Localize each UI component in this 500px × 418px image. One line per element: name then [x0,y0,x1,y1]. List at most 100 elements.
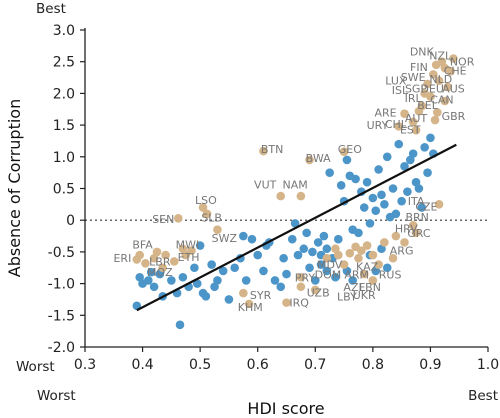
data-point-other [241,276,251,285]
data-point-other [322,244,332,254]
data-point-other [310,276,320,285]
data-point-highlighted [305,155,314,165]
x-worst-label: Worst [37,388,76,404]
data-point-highlighted [434,76,444,86]
data-point-other [325,168,334,177]
x-tick-label: 1.0 [477,357,499,373]
data-point-other [167,276,176,285]
data-point-other [149,282,159,292]
data-point-highlighted [374,260,383,269]
data-point-other [377,190,386,200]
data-point-other [144,276,153,285]
data-point-other [308,247,317,257]
data-point-highlighted [198,203,208,212]
data-point-highlighted [430,115,440,125]
point-label: SGP [405,82,428,95]
data-point-highlighted [362,241,372,250]
data-point-other [282,269,291,279]
point-label: BEL [417,99,438,112]
point-label: LBN [359,281,381,294]
data-point-other [397,196,406,206]
point-label: KAZ [356,260,379,273]
data-point-highlighted [354,253,363,263]
data-point-other [302,228,311,238]
data-point-highlighted [310,285,320,295]
data-point-highlighted [296,191,306,201]
point-label: SWZ [212,232,238,245]
point-label: HRV [395,222,418,235]
point-label: ERI [113,252,131,265]
data-point-other [319,231,329,241]
point-label: ARM [344,269,369,282]
data-point-highlighted [296,282,306,292]
point-label: EST [400,124,421,137]
data-point-other [342,155,352,165]
data-point-other [348,276,358,285]
point-label: NOR [450,56,475,69]
point-label: FIN [410,61,428,74]
data-point-other [400,162,409,171]
data-point-other [331,272,340,282]
point-label: ITA [408,195,425,208]
point-label: BFA [132,238,153,251]
data-point-highlighted [296,272,306,282]
data-point-other [224,295,234,304]
point-label: NAM [283,179,308,192]
data-point-other [192,279,202,288]
point-label: GRC [407,227,431,240]
point-label: RUS [379,269,402,282]
data-point-highlighted [357,246,366,255]
data-point-other [336,181,346,190]
y-tick-label: 3.0 [53,23,75,39]
data-point-other [365,219,375,228]
y-tick-label: -2.0 [48,340,75,356]
trend-line [136,143,457,312]
data-point-other [423,168,432,177]
data-point-other [368,193,378,203]
data-point-highlighted [417,101,427,111]
data-point-other [426,133,435,143]
point-label: AUT [405,112,428,125]
data-point-highlighted [443,82,453,92]
data-point-other [290,219,300,228]
x-axis-title: HDI score [247,399,324,418]
data-point-other [408,149,418,158]
data-point-other [293,250,303,260]
data-point-other [279,253,288,263]
data-point-other [175,320,185,330]
y-tick-label: 1.5 [53,118,75,134]
point-label: BWA [306,152,331,165]
y-tick-label: -1.5 [48,308,75,324]
data-point-other [391,209,401,219]
point-label: UKR [353,289,376,302]
data-point-highlighted [434,200,444,209]
data-point-highlighted [433,108,442,117]
point-label: CHL [385,118,408,131]
data-point-other [247,234,257,244]
data-point-highlighted [440,96,450,106]
data-point-other [270,276,280,285]
point-label: UZB [307,286,330,299]
data-point-highlighted [449,54,458,63]
data-point-other [322,266,332,276]
data-point-highlighted [244,299,254,309]
point-label: GBR [442,110,466,123]
data-point-other [420,142,429,152]
point-label: NZL [429,49,452,62]
data-point-other [359,203,369,212]
data-point-other [417,203,427,212]
data-point-highlighted [446,66,455,76]
point-label: SLB [201,212,222,225]
data-point-other [207,260,216,269]
data-point-highlighted [259,146,268,156]
data-point-highlighted [408,117,418,127]
data-point-highlighted [368,250,378,260]
y-tick-label: 0 [66,213,75,229]
data-point-highlighted [239,288,248,298]
point-label: GEO [338,143,362,156]
point-label: LBR [149,255,171,268]
data-point-other [230,263,239,273]
point-label: URY [367,119,389,132]
data-point-highlighted [173,213,183,223]
data-point-highlighted [213,225,222,235]
